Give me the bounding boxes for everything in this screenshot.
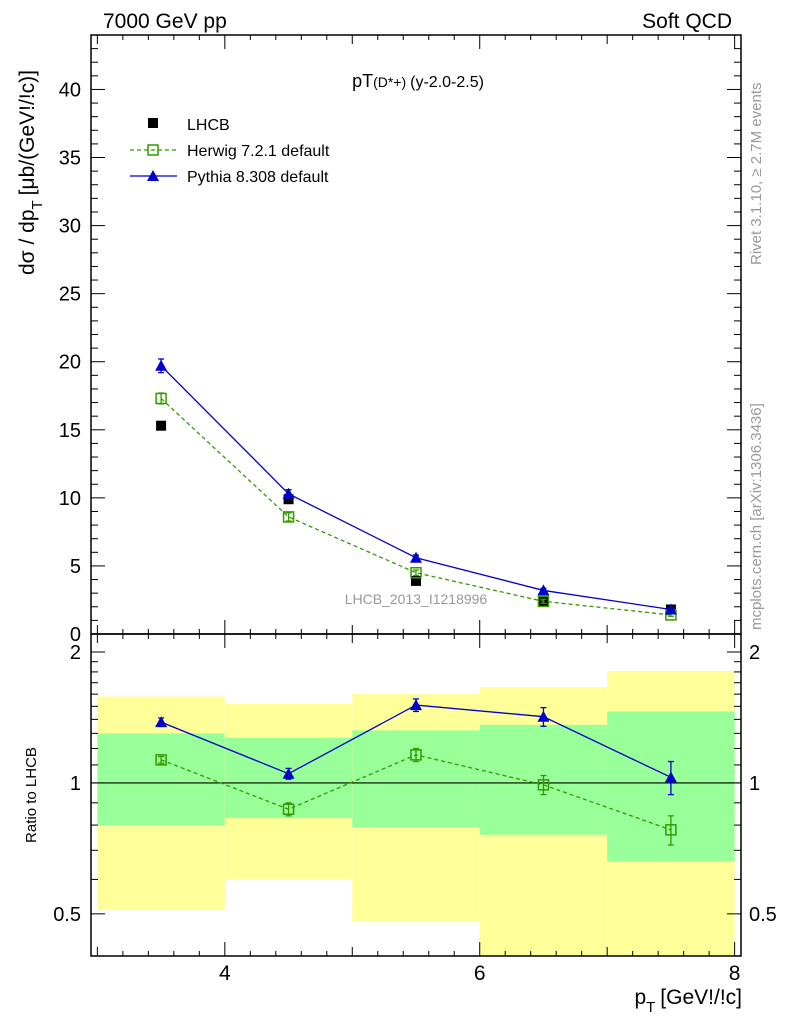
ratio-series-1-point [537,710,550,722]
main-y-axis-label-text: dσ / dp [16,209,39,275]
main-title-superscript: (D*+) [373,74,406,90]
main-y-tick-label: 0 [70,624,81,646]
main-series-2-point [282,487,295,499]
main-title-text: pT [352,71,373,91]
main-series-0-point [283,494,294,505]
header-right-label: Soft QCD [642,10,732,33]
main-panel-series [155,358,677,621]
legend-label-lhcb: LHCB [187,117,230,134]
ratio-y-tick-label-right: 1 [749,773,760,795]
ratio-series-0-point [665,824,677,836]
ratio-y-tick-label: 0.5 [53,904,81,926]
main-y-tick-label: 40 [59,79,81,101]
ratio-series-1-point [282,767,295,779]
legend: LHCB Herwig 7.2.1 default Pythia 8.308 d… [130,117,330,186]
x-tick-label: 6 [474,962,486,985]
main-y-tick-label: 30 [59,216,81,238]
main-title: pT(D*+) (y-2.0-2.5) [352,71,484,91]
main-y-tick-label: 5 [70,556,81,578]
main-y-tick-label: 20 [59,352,81,374]
ratio-y-tick-label: 1 [70,773,81,795]
ratio-series-0-point [537,779,550,791]
main-series-2-point [537,584,550,596]
x-tick-label: 4 [219,962,231,985]
rivet-version-label: Rivet 3.1.10, ≥ 2.7M events [748,83,765,266]
main-series-1-point [282,511,295,523]
legend-label-pythia: Pythia 8.308 default [187,169,329,186]
main-y-axis-label-rest: [μb/(GeV!/!c)] [16,70,39,195]
main-y-tick-label: 25 [59,284,81,306]
ratio-y-tick-label: 2 [70,642,81,664]
analysis-watermark: LHCB_2013_I1218996 [345,591,488,607]
ratio-panel-series [155,698,677,846]
x-axis-label: pT [GeV!/!c] [634,986,742,1016]
main-series-1-point [537,595,550,608]
ratio-series-0-point [155,754,167,766]
x-axis-label-sub: T [646,999,655,1016]
main-y-axis-label: dσ / dpT [μb/(GeV!/!c)] [16,70,46,275]
legend-label-herwig: Herwig 7.2.1 default [187,143,330,160]
ratio-panel-uncertainty-bands [91,670,741,956]
ratio-y-tick-label-right: 2 [749,642,760,664]
main-panel-axes: 0 5 10 15 20 25 30 35 40 [59,34,742,646]
ratio-y-axis-label: Ratio to LHCB [23,747,40,843]
header-left-label: 7000 GeV pp [103,10,227,33]
ratio-y-tick-label-right: 0.5 [749,904,777,926]
main-series-1-point [410,566,422,579]
main-y-tick-label: 15 [59,420,81,442]
legend-marker-lhcb [148,118,158,128]
main-series-1-point [155,392,167,405]
x-axis-label-rest: [GeV!/!c] [660,986,742,1009]
x-axis-label-text: p [634,986,646,1009]
legend-marker-herwig [147,144,159,156]
ratio-series-0-point [410,749,422,761]
ratio-series-1-point [664,771,677,783]
main-y-axis-label-sub: T [29,200,46,209]
ratio-inner-band [97,733,225,826]
ratio-series-0-point [282,803,295,815]
main-series-2-point [155,359,168,371]
main-series-0-point [411,575,421,586]
main-series-2-point [410,551,422,563]
main-y-tick-label: 10 [59,488,81,510]
main-title-rest: (y-2.0-2.5) [410,74,484,91]
main-series-0-point [156,420,167,431]
ratio-series-1-point [155,716,168,728]
main-series-1-line [160,398,671,616]
x-tick-label: 8 [729,962,741,985]
ratio-panel-frame [90,633,742,957]
legend-marker-pythia [147,170,159,181]
ratio-panel-axes: 4 6 8 0.5 0.5 1 1 2 2 [53,633,777,985]
mcplots-label: mcplots.cern.ch [arXiv:1306.3436] [748,403,765,630]
ratio-inner-band [352,730,480,828]
main-series-2-point [664,603,677,615]
ratio-series-1-point [410,699,422,711]
main-y-tick-label: 35 [59,148,81,170]
